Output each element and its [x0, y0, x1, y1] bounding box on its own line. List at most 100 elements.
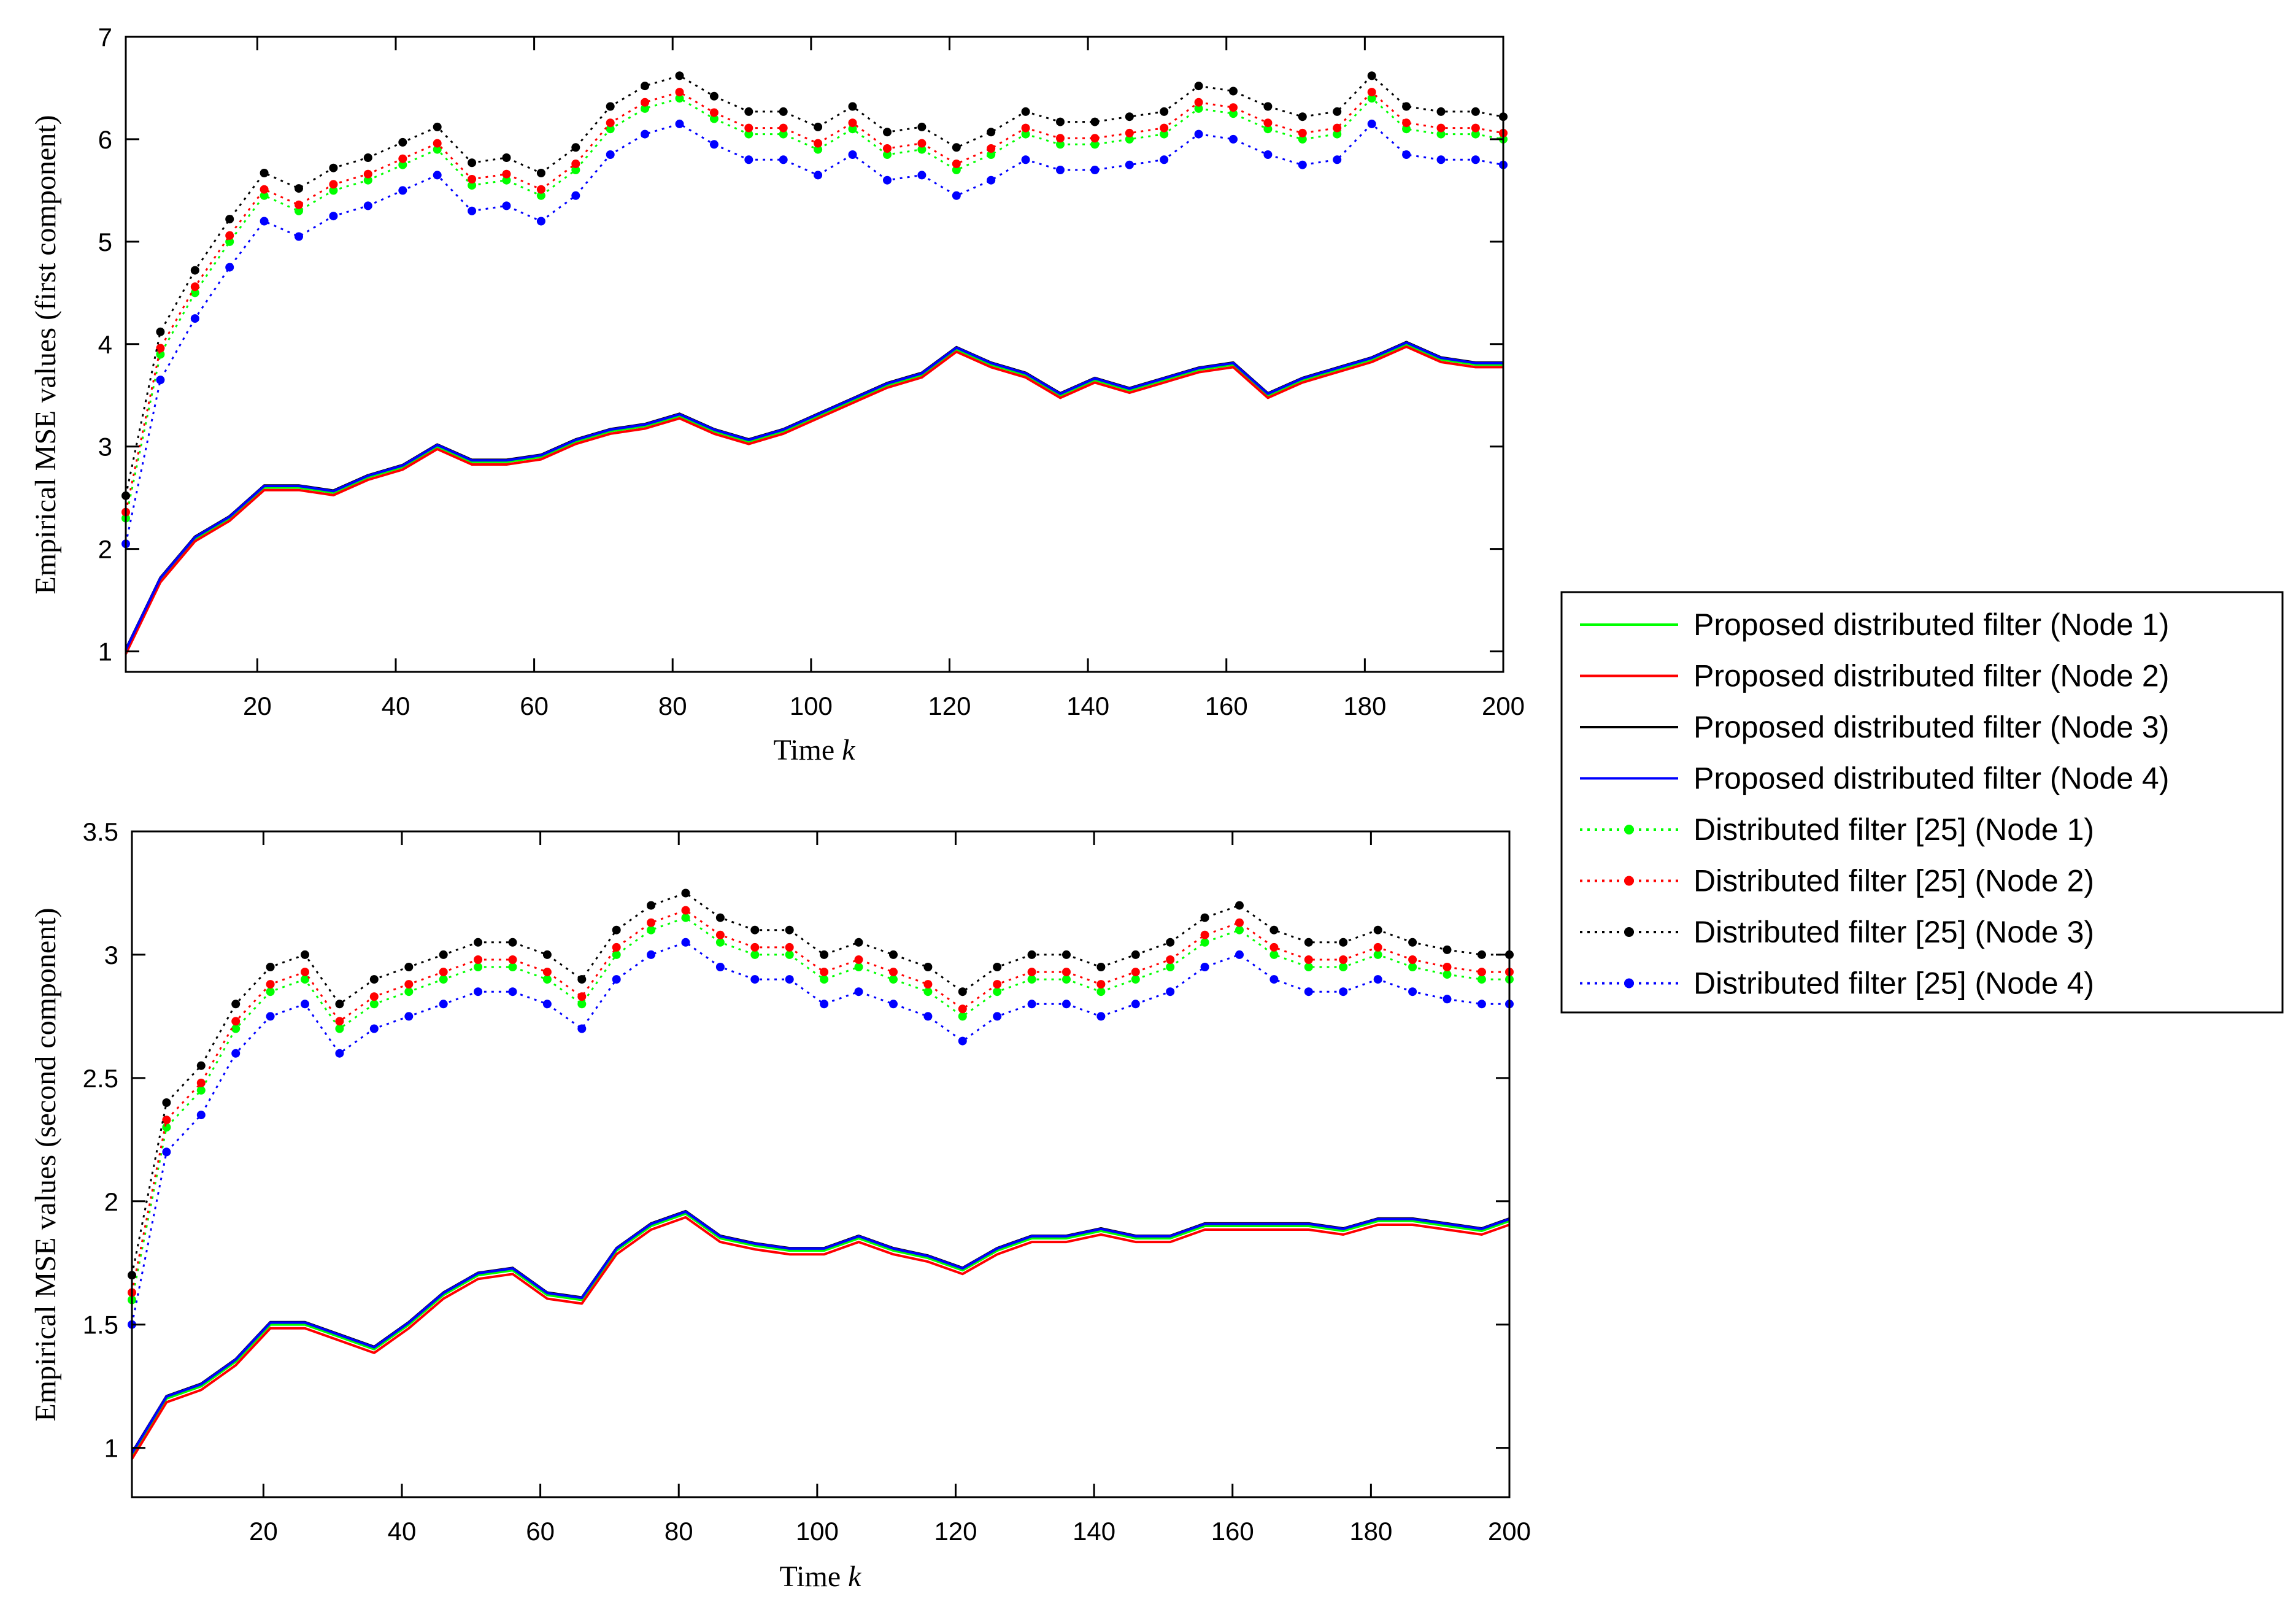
- bottom-data-point-reference-node-4: [301, 1000, 309, 1009]
- bottom-data-point-reference-node-1: [820, 975, 829, 984]
- top-data-point-reference-node-1: [398, 160, 407, 169]
- bottom-data-point-reference-node-3: [1166, 938, 1175, 947]
- bottom-data-point-reference-node-2: [1062, 968, 1071, 977]
- bottom-data-point-reference-node-1: [1166, 963, 1175, 971]
- top-data-point-reference-node-4: [987, 175, 996, 185]
- bottom-data-point-reference-node-1: [1269, 950, 1279, 959]
- bottom-data-point-reference-node-2: [369, 992, 379, 1001]
- top-data-point-reference-node-1: [1125, 134, 1134, 144]
- top-x-ticks: 20 40 60 80 100 120 140 160 180 200: [243, 37, 1525, 720]
- top-data-point-reference-node-2: [536, 185, 545, 194]
- top-data-point-reference-node-4: [1333, 155, 1342, 164]
- top-data-point-reference-node-2: [1333, 123, 1342, 133]
- bottom-data-point-reference-node-1: [439, 975, 448, 984]
- bottom-data-point-reference-node-2: [854, 955, 863, 964]
- top-data-point-reference-node-3: [1471, 107, 1480, 116]
- bottom-data-point-reference-node-2: [1269, 942, 1279, 952]
- bottom-data-point-reference-node-4: [474, 987, 483, 996]
- top-axes-box: [125, 36, 1504, 673]
- bottom-data-point-reference-node-1: [301, 975, 309, 984]
- top-series-line-proposed-node-2: [125, 345, 1503, 655]
- bottom-data-point-reference-node-4: [231, 1049, 241, 1058]
- bottom-data-point-reference-node-4: [923, 1012, 933, 1021]
- bottom-data-point-reference-node-4: [1304, 987, 1313, 996]
- top-y-tick-label: 1: [98, 638, 112, 666]
- top-data-point-reference-node-1: [1021, 129, 1030, 139]
- top-data-point-reference-node-4: [1229, 134, 1238, 144]
- top-data-point-reference-node-2: [363, 169, 372, 179]
- bottom-data-point-reference-node-3: [923, 963, 933, 971]
- top-data-point-reference-node-4: [1471, 155, 1480, 164]
- bottom-data-point-reference-node-4: [854, 987, 863, 996]
- top-data-point-reference-node-1: [1471, 129, 1480, 139]
- top-data-point-reference-node-4: [641, 129, 650, 139]
- top-data-point-reference-node-1: [363, 175, 372, 185]
- bottom-data-point-reference-node-1: [508, 963, 517, 971]
- bottom-data-point-reference-node-2: [612, 942, 621, 952]
- top-data-point-reference-node-4: [675, 119, 684, 128]
- legend-item-label: Proposed distributed filter (Node 1): [1693, 607, 2169, 642]
- legend: Proposed distributed filter (Node 1) Prop…: [1560, 591, 2284, 1014]
- bottom-data-point-reference-node-2: [681, 906, 690, 915]
- top-data-point-reference-node-4: [1194, 129, 1203, 139]
- top-data-point-reference-node-2: [1367, 88, 1376, 97]
- bottom-series-line-proposed-node-4: [131, 1210, 1510, 1454]
- top-y-tick-label: 5: [98, 228, 112, 256]
- bottom-data-point-reference-node-3: [1027, 950, 1036, 959]
- bottom-data-point-reference-node-3: [1304, 938, 1313, 947]
- top-data-point-reference-node-4: [1367, 119, 1376, 128]
- bottom-data-point-reference-node-2: [750, 942, 760, 952]
- legend-item-label: Proposed distributed filter (Node 3): [1693, 710, 2169, 744]
- bottom-data-point-reference-node-3: [439, 950, 448, 959]
- bottom-data-point-reference-node-4: [1408, 987, 1417, 996]
- top-data-point-reference-node-4: [156, 376, 165, 385]
- bottom-y-tick-label: 3.5: [83, 817, 118, 846]
- top-data-point-reference-node-3: [1436, 107, 1446, 116]
- top-data-point-reference-node-1: [675, 94, 684, 103]
- top-y-tick-label: 3: [98, 433, 112, 461]
- legend-swatch-marker: [1624, 876, 1634, 886]
- top-data-point-reference-node-2: [779, 123, 788, 133]
- top-data-point-reference-node-4: [571, 191, 580, 200]
- bottom-data-point-reference-node-4: [439, 1000, 448, 1009]
- top-data-point-reference-node-2: [1021, 123, 1030, 133]
- legend-item-label: Distributed filter [25] (Node 1): [1693, 812, 2094, 847]
- top-data-point-reference-node-1: [1056, 140, 1065, 149]
- bottom-data-point-reference-node-3: [785, 925, 794, 935]
- bottom-plot-area: [132, 831, 1509, 1497]
- bottom-data-point-reference-node-3: [1443, 945, 1452, 954]
- top-data-point-reference-node-4: [606, 150, 615, 159]
- top-data-point-reference-node-2: [606, 118, 615, 128]
- bottom-data-point-reference-node-4: [612, 975, 621, 984]
- top-data-point-reference-node-2: [571, 160, 580, 168]
- bottom-data-point-reference-node-4: [196, 1111, 206, 1120]
- top-data-point-reference-node-2: [433, 139, 442, 148]
- top-data-point-reference-node-1: [468, 181, 477, 190]
- bottom-y-tick-label: 2.5: [83, 1064, 118, 1093]
- top-x-tick-label: 200: [1482, 692, 1525, 720]
- legend-item-label: Distributed filter [25] (Node 4): [1693, 966, 2094, 1001]
- bottom-x-tick-label: 120: [934, 1517, 977, 1546]
- bottom-x-tick-label: 100: [796, 1517, 839, 1546]
- top-data-point-reference-node-2: [1471, 123, 1480, 133]
- bottom-x-tick-label: 40: [388, 1517, 417, 1546]
- top-data-point-reference-node-2: [329, 180, 338, 189]
- top-data-point-reference-node-1: [1229, 109, 1238, 118]
- bottom-x-axis-label-text: Time: [780, 1560, 841, 1593]
- bottom-data-point-reference-node-2: [820, 968, 829, 977]
- bottom-data-point-reference-node-3: [958, 987, 967, 996]
- bottom-data-point-reference-node-4: [404, 1012, 414, 1021]
- top-data-point-reference-node-2: [814, 139, 823, 148]
- top-data-point-reference-node-2: [675, 88, 684, 97]
- bottom-data-point-reference-node-1: [1200, 938, 1209, 947]
- bottom-data-point-reference-node-4: [1373, 975, 1382, 984]
- bottom-data-point-reference-node-1: [266, 987, 275, 996]
- top-data-point-reference-node-1: [1160, 129, 1169, 139]
- bottom-data-point-reference-node-2: [1131, 968, 1140, 977]
- bottom-data-point-reference-node-1: [923, 987, 933, 996]
- top-data-point-reference-node-1: [848, 125, 857, 134]
- top-data-point-reference-node-2: [260, 185, 269, 194]
- bottom-data-point-reference-node-2: [1027, 968, 1036, 977]
- top-data-point-reference-node-1: [1402, 125, 1411, 134]
